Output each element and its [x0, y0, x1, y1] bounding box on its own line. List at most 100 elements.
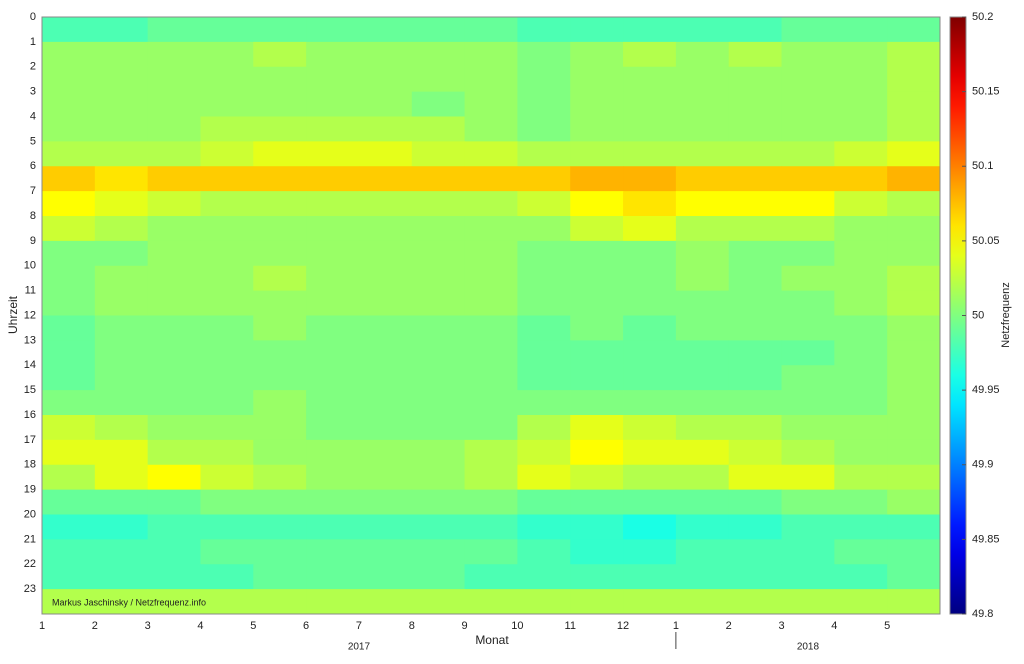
y-tick-label: 22	[24, 558, 36, 570]
x-tick-label: 8	[409, 620, 415, 632]
heatmap-cell	[253, 315, 307, 341]
heatmap-cell	[623, 340, 677, 366]
heatmap-cell	[464, 589, 518, 615]
x-tick-label: 5	[884, 620, 890, 632]
heatmap-cell	[887, 290, 941, 316]
y-tick-label: 18	[24, 459, 36, 471]
heatmap-cell	[623, 41, 677, 68]
heatmap-cell	[781, 17, 835, 43]
heatmap-cell	[147, 17, 201, 43]
heatmap-cell	[728, 240, 783, 267]
heatmap-cell	[728, 539, 783, 565]
heatmap-cell	[147, 141, 201, 167]
heatmap-cell	[464, 539, 518, 565]
heatmap-cell	[253, 464, 307, 491]
heatmap-cell	[464, 439, 518, 466]
heatmap-cell	[887, 415, 941, 441]
heatmap-cell	[306, 439, 360, 466]
heatmap-cell	[834, 290, 888, 316]
heatmap-cell	[781, 564, 835, 590]
heatmap-cell	[570, 17, 624, 43]
heatmap-cell	[253, 439, 307, 466]
heatmap-cell	[675, 216, 730, 242]
x-tick-label: 1	[39, 620, 45, 632]
heatmap-cell	[464, 340, 518, 366]
heatmap-cell	[200, 340, 254, 366]
heatmap-cell	[887, 514, 941, 540]
heatmap-cell	[94, 66, 149, 93]
heatmap-cell	[411, 415, 466, 441]
heatmap-cell	[200, 17, 254, 43]
heatmap-cell	[200, 191, 254, 217]
x-tick-label: 9	[462, 620, 468, 632]
heatmap-cell	[570, 589, 624, 615]
heatmap-cell	[517, 415, 571, 441]
heatmap-cell	[200, 439, 254, 466]
heatmap-cell	[358, 265, 413, 292]
heatmap-cell	[411, 539, 466, 565]
x-tick-label: 3	[145, 620, 151, 632]
heatmap-cell	[517, 66, 571, 93]
y-tick-label: 14	[24, 359, 36, 371]
heatmap-cell	[623, 315, 677, 341]
y-tick-label: 20	[24, 508, 36, 520]
heatmap-cell	[728, 191, 783, 217]
heatmap-cell	[94, 191, 149, 217]
heatmap-cell	[517, 564, 571, 590]
heatmap-cell	[464, 489, 518, 515]
heatmap-cell	[411, 17, 466, 43]
heatmap-cell	[411, 191, 466, 217]
heatmap-cell	[517, 390, 571, 416]
heatmap-cell	[781, 589, 835, 615]
heatmap-cell	[464, 315, 518, 341]
heatmap-cell	[623, 415, 677, 441]
heatmap-cell	[42, 191, 96, 217]
heatmap-cell	[94, 290, 149, 316]
colorbar-tick-label: 49.85	[972, 533, 1000, 545]
heatmap-cell	[570, 564, 624, 590]
heatmap-cell	[411, 589, 466, 615]
colorbar-tick-label: 50	[972, 309, 984, 321]
heatmap-cell	[200, 315, 254, 341]
y-tick-label: 8	[30, 210, 36, 222]
heatmap-cell	[358, 17, 413, 43]
heatmap-cell	[464, 116, 518, 142]
y-tick-label: 10	[24, 260, 36, 272]
heatmap-cell	[887, 439, 941, 466]
heatmap-cell	[675, 240, 730, 267]
heatmap-cell	[94, 464, 149, 491]
heatmap-cell	[94, 166, 149, 192]
heatmap-cell	[781, 191, 835, 217]
heatmap-cell	[781, 91, 835, 117]
heatmap-cell	[42, 290, 96, 316]
heatmap-cell	[675, 41, 730, 68]
heatmap-cell	[253, 166, 307, 192]
heatmap-cell	[623, 439, 677, 466]
heatmap-cell	[306, 17, 360, 43]
heatmap-cell	[94, 514, 149, 540]
heatmap-cell	[411, 464, 466, 491]
y-tick-label: 16	[24, 409, 36, 421]
heatmap-cell	[570, 41, 624, 68]
heatmap-cells	[42, 17, 941, 615]
heatmap-cell	[675, 589, 730, 615]
heatmap-cell	[675, 489, 730, 515]
heatmap-cell	[623, 17, 677, 43]
x-tick-label: 1	[673, 620, 679, 632]
heatmap-cell	[200, 514, 254, 540]
heatmap-cell	[728, 166, 783, 192]
heatmap-cell	[147, 265, 201, 292]
heatmap-cell	[834, 216, 888, 242]
heatmap-cell	[147, 66, 201, 93]
heatmap-cell	[623, 240, 677, 267]
heatmap-cell	[358, 290, 413, 316]
heatmap-cell	[306, 539, 360, 565]
x-tick-label: 4	[197, 620, 203, 632]
heatmap-cell	[306, 415, 360, 441]
colorbar-label: Netzfrequenz	[1000, 282, 1012, 347]
heatmap-cell	[411, 340, 466, 366]
heatmap-cell	[781, 116, 835, 142]
heatmap-cell	[306, 365, 360, 391]
heatmap-cell	[306, 141, 360, 167]
heatmap-cell	[358, 539, 413, 565]
